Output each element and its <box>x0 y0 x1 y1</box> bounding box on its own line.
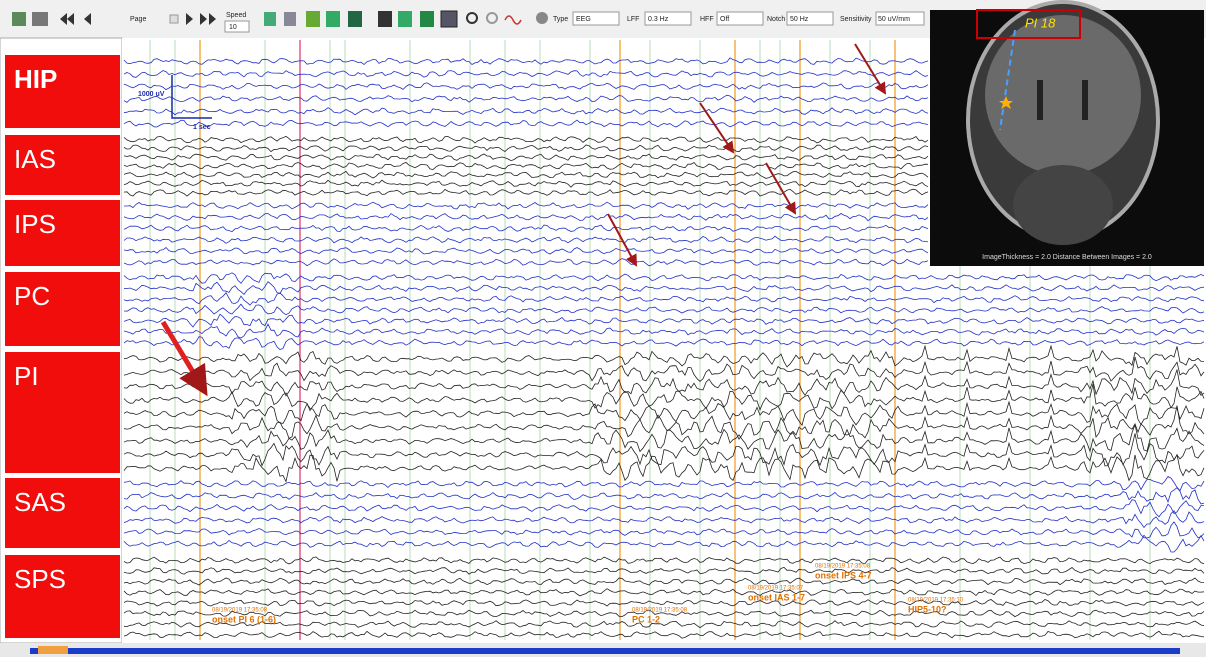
lff-label: LFF <box>627 16 639 23</box>
page-select[interactable] <box>170 15 178 23</box>
channel-group-label: PI <box>14 361 39 391</box>
annotation-label: onset PI 6 (1-6) <box>212 614 276 624</box>
scroll-thumb[interactable] <box>38 646 68 654</box>
notch-label: Notch <box>767 16 785 23</box>
sensitivity-value: 50 uV/mm <box>878 16 910 23</box>
channel-group-label: IAS <box>14 144 56 174</box>
annotation-timestamp: 08/19/2019 17:35:08 <box>212 608 268 614</box>
tool-button[interactable] <box>398 11 412 27</box>
page-label: Page <box>130 16 146 23</box>
speed-label: Speed <box>226 12 246 19</box>
annotation-timestamp: 08/19/2019 17:35:10 <box>908 598 964 604</box>
annotation-label: onset IAS 1-7 <box>748 592 805 602</box>
hff-value: Off <box>720 16 729 23</box>
channel-group-label: PC <box>14 281 50 311</box>
settings[interactable] <box>536 12 548 24</box>
lff-value: 0.3 Hz <box>648 16 669 23</box>
speed-value: 10 <box>229 24 237 31</box>
mri-face <box>1013 165 1113 245</box>
annotation-timestamp: 08/19/2019 17:35:08 <box>815 564 871 570</box>
tool-button[interactable] <box>378 11 392 27</box>
notch-value: 50 Hz <box>790 16 809 23</box>
channel-group-label: IPS <box>14 209 56 239</box>
tool-button[interactable] <box>284 12 296 26</box>
scale-time: 1 sec <box>193 124 211 131</box>
annotation-label: PC 1-2 <box>632 614 660 624</box>
tool-button[interactable] <box>306 11 320 27</box>
annotation-timestamp: 08/19/2019 17:35:08 <box>632 608 688 614</box>
channel-group-label: SAS <box>14 487 66 517</box>
tool-button[interactable] <box>441 11 457 27</box>
tool-button[interactable] <box>348 11 362 27</box>
tool-button[interactable] <box>264 12 276 26</box>
hff-label: HFF <box>700 16 714 23</box>
mri-inset: PI 18 ImageThickness = 2.0 Distance Betw… <box>930 2 1204 266</box>
annotation-label: onset IPS 4-7 <box>815 570 872 580</box>
type-label: Type <box>553 16 568 23</box>
eeg-viewer: Page Speed 10 Type EEG LFF 0.3 Hz HFF Of… <box>0 0 1206 657</box>
scroll-track <box>30 648 1180 654</box>
tool-button[interactable] <box>12 12 26 26</box>
tool-button[interactable] <box>32 12 48 26</box>
slice-label: PI 18 <box>1025 15 1056 30</box>
tool-button[interactable] <box>326 11 340 27</box>
annotation-label: HIP5-10? <box>908 604 947 614</box>
annotation-timestamp: 08/19/2019 17:35:07 <box>748 586 804 592</box>
type-value: EEG <box>576 16 591 23</box>
tool-button[interactable] <box>420 11 434 27</box>
channel-group-label: SPS <box>14 564 66 594</box>
mri-caption: ImageThickness = 2.0 Distance Between Im… <box>982 254 1152 261</box>
sensitivity-label: Sensitivity <box>840 16 872 23</box>
channel-group-label: HIP <box>14 64 57 94</box>
scale-amplitude: 1000 uV <box>138 91 165 98</box>
